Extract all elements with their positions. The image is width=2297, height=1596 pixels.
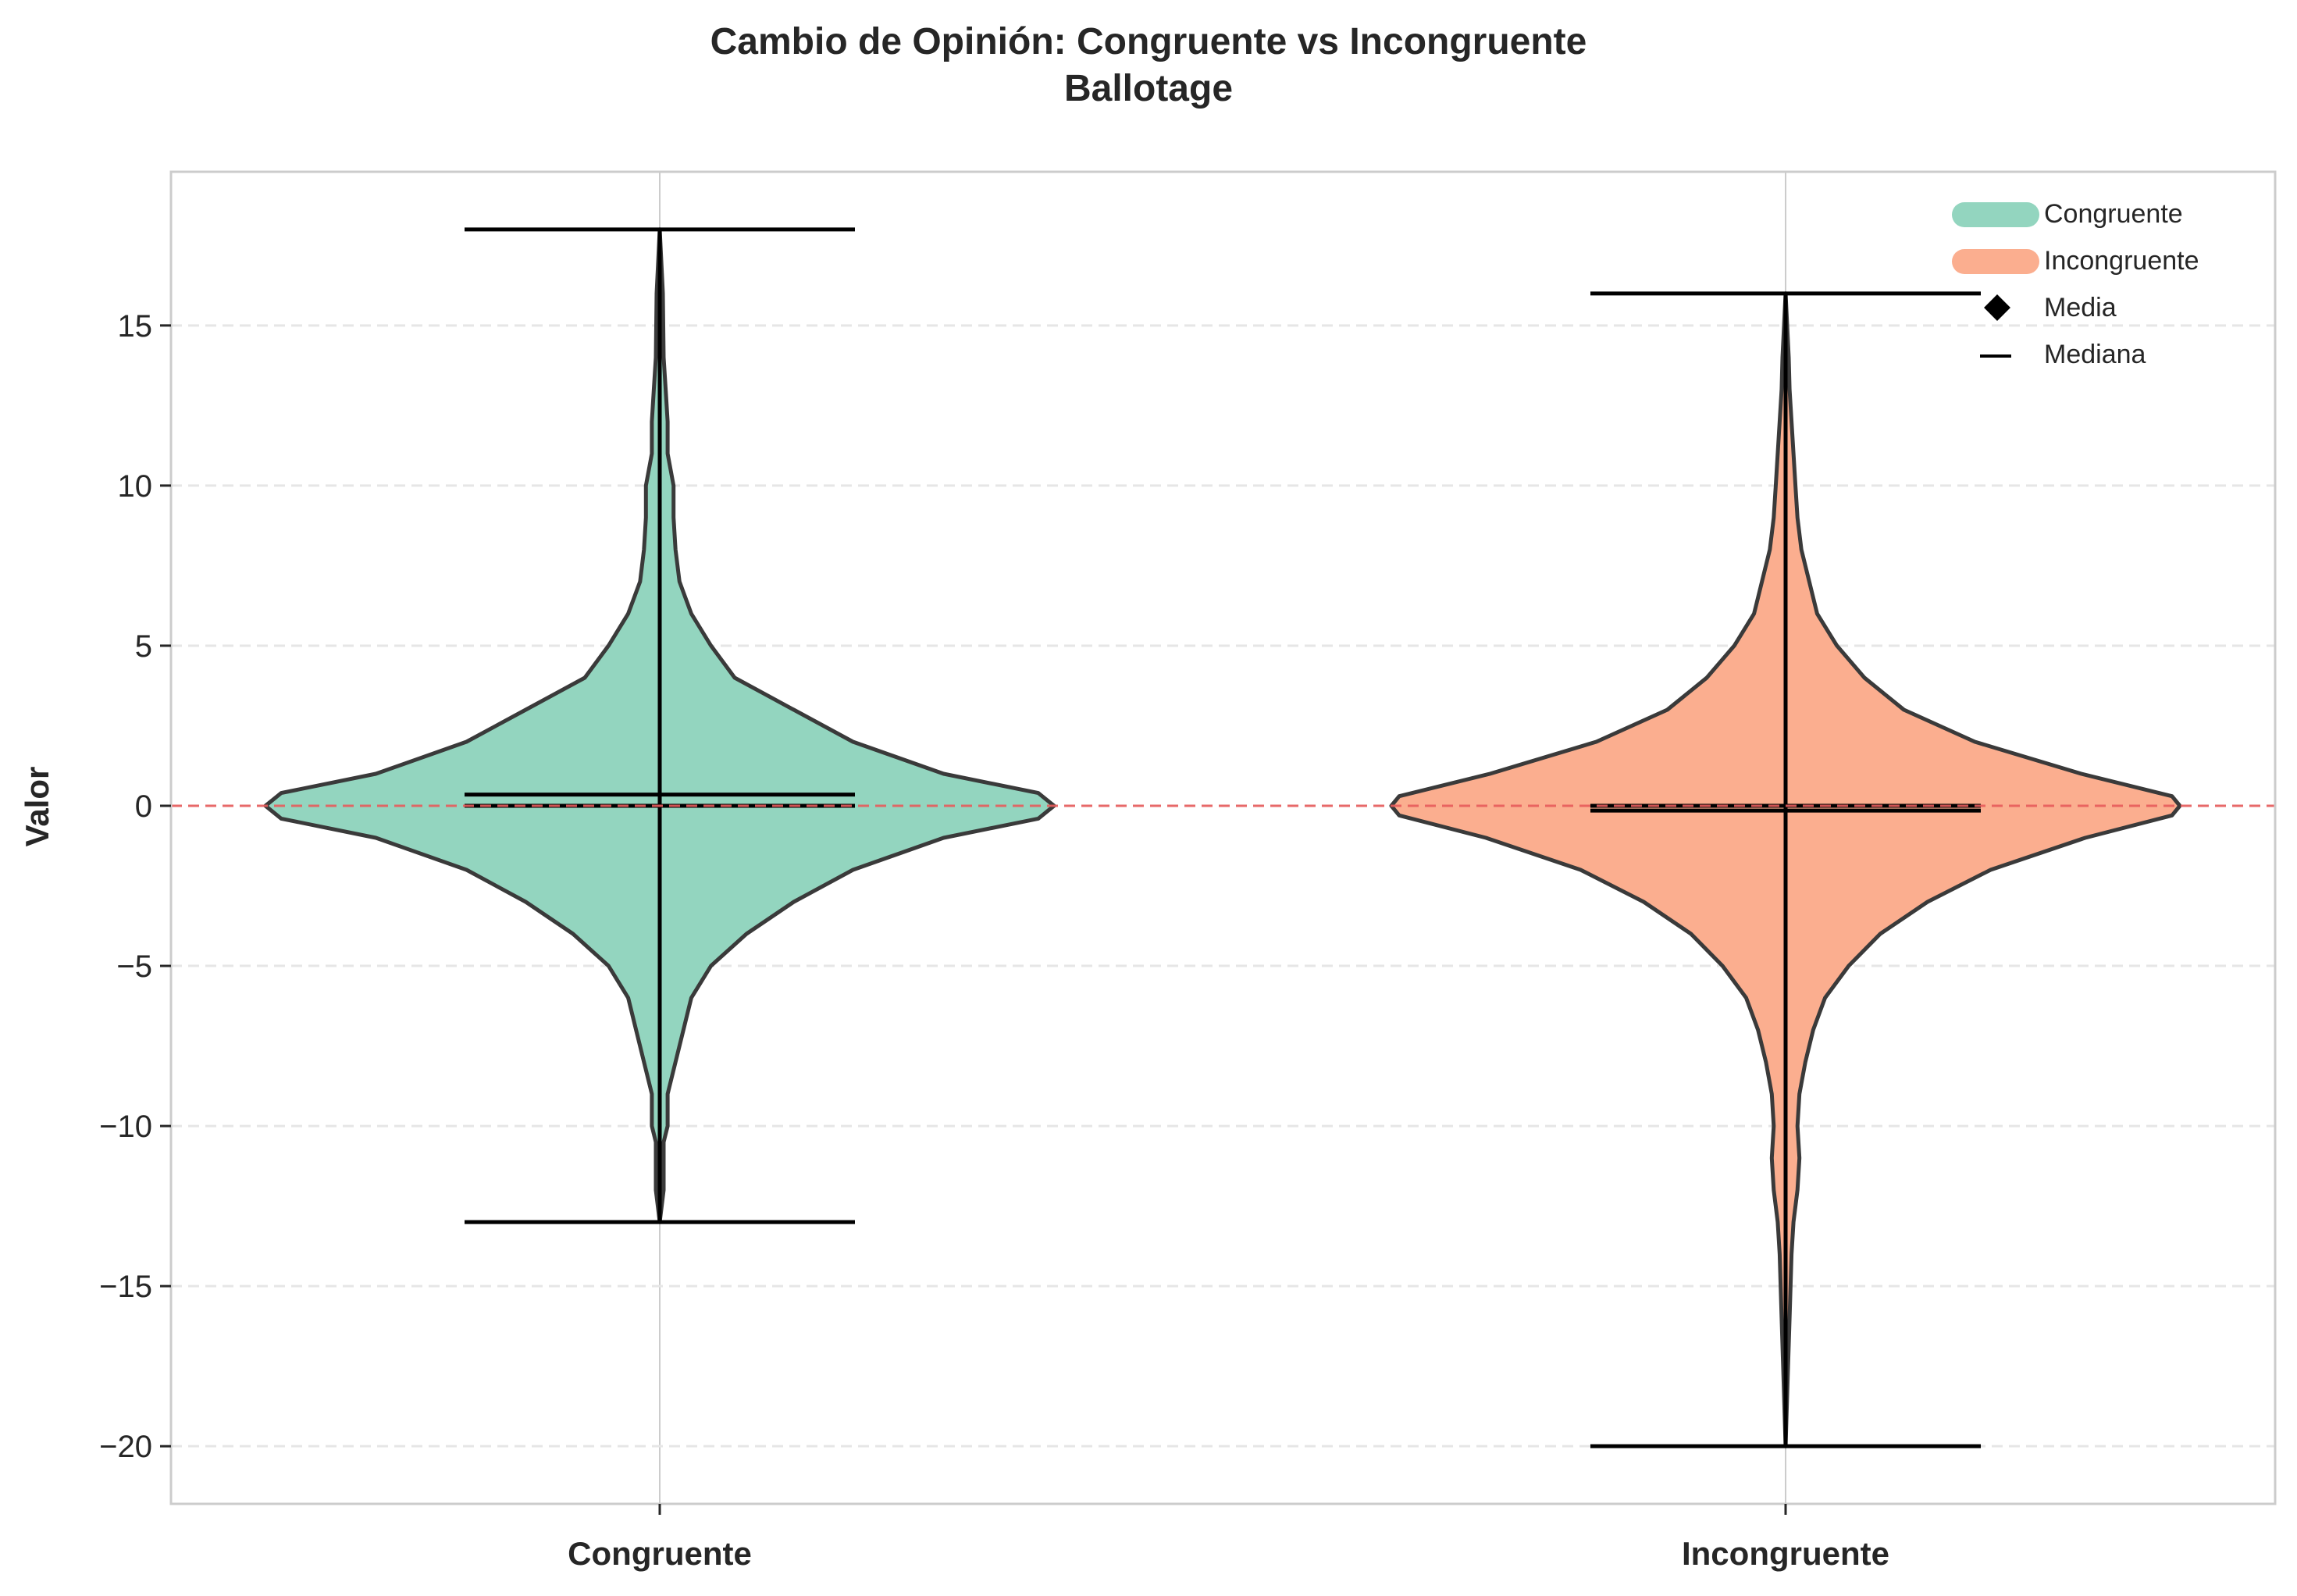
y-tick-label: −5 bbox=[116, 949, 152, 984]
legend-item-mediana: Mediana bbox=[1936, 331, 2264, 378]
chart-title-line-2: Ballotage bbox=[1063, 68, 1234, 109]
plot-frame bbox=[169, 170, 2277, 1505]
y-tick-label: −20 bbox=[99, 1430, 152, 1464]
y-tick-label: −15 bbox=[99, 1270, 152, 1304]
legend-item-incongruente: Incongruente bbox=[1936, 237, 2264, 284]
x-category-label-congruente: Congruente bbox=[568, 1535, 752, 1572]
y-tick-label: −10 bbox=[99, 1110, 152, 1144]
legend-label-mediana: Mediana bbox=[2044, 339, 2146, 369]
legend-label-media: Media bbox=[2044, 292, 2117, 322]
legend-item-congruente: Congruente bbox=[1936, 191, 2264, 237]
legend-swatch-incongruente bbox=[1936, 237, 2039, 284]
y-axis-title: Valor bbox=[19, 767, 55, 847]
y-tick-label: 10 bbox=[118, 469, 153, 504]
legend-diamond-icon bbox=[1936, 284, 2022, 331]
legend-label-incongruente: Incongruente bbox=[2044, 245, 2199, 276]
legend-label-congruente: Congruente bbox=[2044, 198, 2183, 229]
legend-swatch-congruente bbox=[1936, 191, 2039, 237]
chart-title-line-1: Cambio de Opinión: Congruente vs Incongr… bbox=[710, 21, 1587, 62]
y-tick-label: 0 bbox=[135, 789, 152, 824]
y-tick-label: 15 bbox=[118, 309, 153, 344]
x-category-label-incongruente: Incongruente bbox=[1682, 1535, 1889, 1572]
legend-line-icon bbox=[1936, 331, 2022, 378]
y-tick-label: 5 bbox=[135, 629, 152, 664]
legend-item-media: Media bbox=[1936, 284, 2264, 331]
legend: Congruente Incongruente Media Mediana bbox=[1936, 191, 2264, 378]
